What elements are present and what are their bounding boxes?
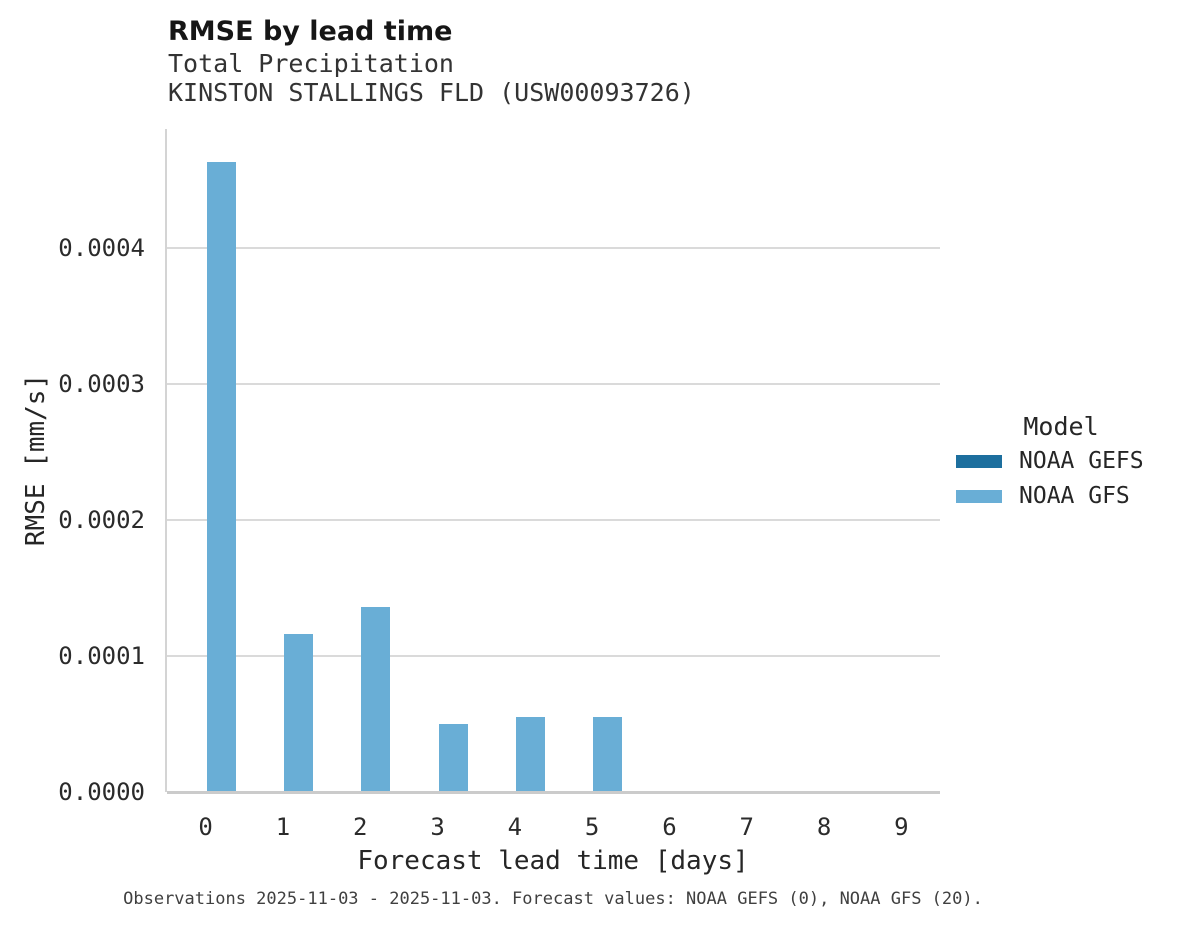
y-tick-label: 0.0002 <box>58 506 145 534</box>
legend-entry: NOAA GEFS <box>956 448 1166 474</box>
x-tick-label: 2 <box>353 813 368 841</box>
bar-noaa-gfs-lead-0 <box>206 162 236 792</box>
x-tick-label: 3 <box>430 813 445 841</box>
legend-entries: NOAA GEFS NOAA GFS <box>956 448 1166 509</box>
legend: Model NOAA GEFS NOAA GFS <box>956 413 1166 519</box>
chart-subtitle-variable: Total Precipitation <box>168 49 454 78</box>
bar-noaa-gfs-lead-3 <box>438 723 468 792</box>
y-tick-label: 0.0000 <box>58 778 145 806</box>
plot-area <box>167 129 940 792</box>
y-tick-label: 0.0003 <box>58 370 145 398</box>
bar-noaa-gfs-lead-4 <box>515 717 545 792</box>
x-tick-label: 0 <box>198 813 213 841</box>
y-tick-labels: 0.0000 0.0001 0.0002 0.0003 0.0004 <box>0 0 145 928</box>
x-tick-label: 5 <box>584 813 600 841</box>
bar-noaa-gfs-lead-2 <box>361 607 391 792</box>
y-axis-spine <box>165 129 167 792</box>
chart-title: RMSE by lead time <box>168 16 453 47</box>
x-tick-label: 8 <box>816 813 832 841</box>
gridline <box>167 655 940 657</box>
legend-entry-label: NOAA GFS <box>1019 483 1130 509</box>
x-tick-label: 4 <box>507 813 523 841</box>
gridline <box>167 519 940 521</box>
legend-swatch <box>956 454 1002 468</box>
y-tick-label: 0.0001 <box>58 642 145 670</box>
legend-entry: NOAA GFS <box>956 483 1166 509</box>
x-tick-label: 6 <box>662 813 677 841</box>
x-axis-line <box>167 791 940 794</box>
legend-swatch <box>956 489 1002 503</box>
footnote: Observations 2025-11-03 - 2025-11-03. Fo… <box>123 889 983 909</box>
gridline <box>167 247 940 249</box>
legend-entry-label: NOAA GEFS <box>1019 448 1144 474</box>
legend-title: Model <box>1023 412 1099 441</box>
chart-subtitle-station: KINSTON STALLINGS FLD (USW00093726) <box>168 78 695 107</box>
bar-noaa-gfs-lead-1 <box>283 633 313 792</box>
x-tick-label: 9 <box>894 813 909 841</box>
x-axis-label: Forecast lead time [days] <box>357 846 749 876</box>
gridline <box>167 383 940 385</box>
bar-noaa-gfs-lead-5 <box>593 716 623 792</box>
x-tick-label: 1 <box>275 813 291 841</box>
x-tick-label: 7 <box>739 813 754 841</box>
y-tick-label: 0.0004 <box>58 234 145 262</box>
